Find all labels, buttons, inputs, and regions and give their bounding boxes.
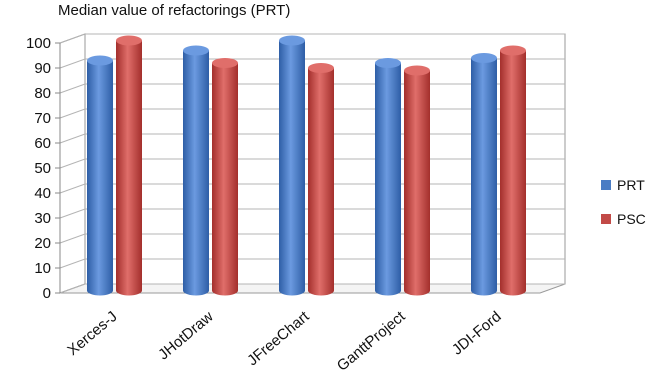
bar-cap (471, 53, 497, 63)
chart-title: Median value of refactorings (PRT) (58, 2, 291, 19)
bar-body (87, 60, 114, 296)
bar-body (404, 70, 430, 296)
bar-body (183, 50, 209, 296)
bars (87, 35, 526, 296)
bar-body (500, 50, 526, 296)
bar-body (375, 63, 401, 296)
bar-cap (116, 35, 142, 46)
bar-prt-xerces-j (87, 55, 114, 296)
bar-body (212, 63, 238, 296)
y-tick-label: 10 (34, 260, 51, 277)
bar-cap (279, 35, 305, 46)
bar-body (279, 40, 305, 296)
bar-prt-jhotdraw (183, 45, 209, 296)
x-tick-label: Xerces-J (64, 308, 120, 359)
bar-cap (404, 65, 430, 76)
bar-body (308, 68, 334, 296)
bar-prt-jdi-ford (471, 53, 497, 296)
bar-psc-jdi-ford (500, 45, 526, 296)
y-tick-label: 90 (34, 60, 51, 77)
bar-psc-xerces-j (116, 35, 142, 296)
legend-label-psc: PSC (617, 211, 646, 227)
y-tick-label: 80 (34, 85, 51, 102)
bar-cap (87, 55, 113, 66)
legend-label-prt: PRT (617, 177, 645, 193)
y-tick-label: 100 (26, 35, 51, 52)
legend-swatch-prt (601, 180, 611, 190)
gridline (59, 58, 565, 69)
y-tick-label: 20 (34, 235, 51, 252)
gridline (59, 33, 565, 44)
bar-prt-jfreechart (279, 35, 305, 296)
y-axis-ticks: 0 10 20 30 40 50 60 70 80 90 100 (26, 35, 61, 302)
y-tick-label: 70 (34, 110, 51, 127)
x-tick-label: GanttProject (334, 308, 409, 375)
x-axis-ticks: Xerces-J JHotDraw JFreeChart GanttProject JD… (64, 308, 504, 375)
x-tick-label: JDI-Ford (449, 308, 505, 359)
x-tick-label: JFreeChart (244, 308, 313, 370)
bar-cap (308, 63, 334, 73)
legend-item-prt: PRT (601, 177, 645, 193)
bar-body (116, 40, 142, 296)
x-tick-label: JHotDraw (155, 308, 216, 363)
bar-cap (500, 45, 526, 56)
bar-cap (183, 45, 209, 56)
legend-swatch-psc (601, 214, 611, 224)
y-tick-label: 60 (34, 135, 51, 152)
bar-prt-ganttproject (375, 58, 401, 296)
y-tick-label: 40 (34, 185, 51, 202)
bar-cap (212, 58, 238, 68)
y-tick-label: 0 (43, 285, 51, 302)
bar-psc-ganttproject (404, 65, 430, 296)
bar-psc-jhotdraw (212, 58, 238, 296)
bar-body (471, 58, 497, 296)
bar-psc-jfreechart (308, 63, 334, 296)
legend-item-psc: PSC (601, 211, 646, 227)
bar-cap (375, 58, 401, 68)
y-tick-label: 50 (34, 160, 51, 177)
y-tick-label: 30 (34, 210, 51, 227)
